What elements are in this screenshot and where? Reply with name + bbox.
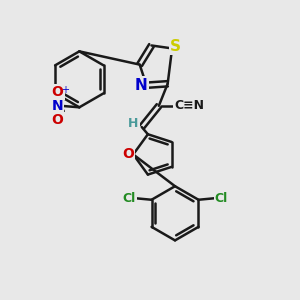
Text: O: O xyxy=(52,113,64,127)
Text: H: H xyxy=(128,117,139,130)
Text: C≡N: C≡N xyxy=(174,99,204,112)
Text: Cl: Cl xyxy=(214,192,228,205)
Text: O: O xyxy=(52,85,64,99)
Text: Cl: Cl xyxy=(122,192,136,205)
Text: O: O xyxy=(122,147,134,161)
Text: N: N xyxy=(135,78,148,93)
Text: S: S xyxy=(170,39,181,54)
Text: +: + xyxy=(61,85,69,94)
Text: N: N xyxy=(52,99,63,113)
